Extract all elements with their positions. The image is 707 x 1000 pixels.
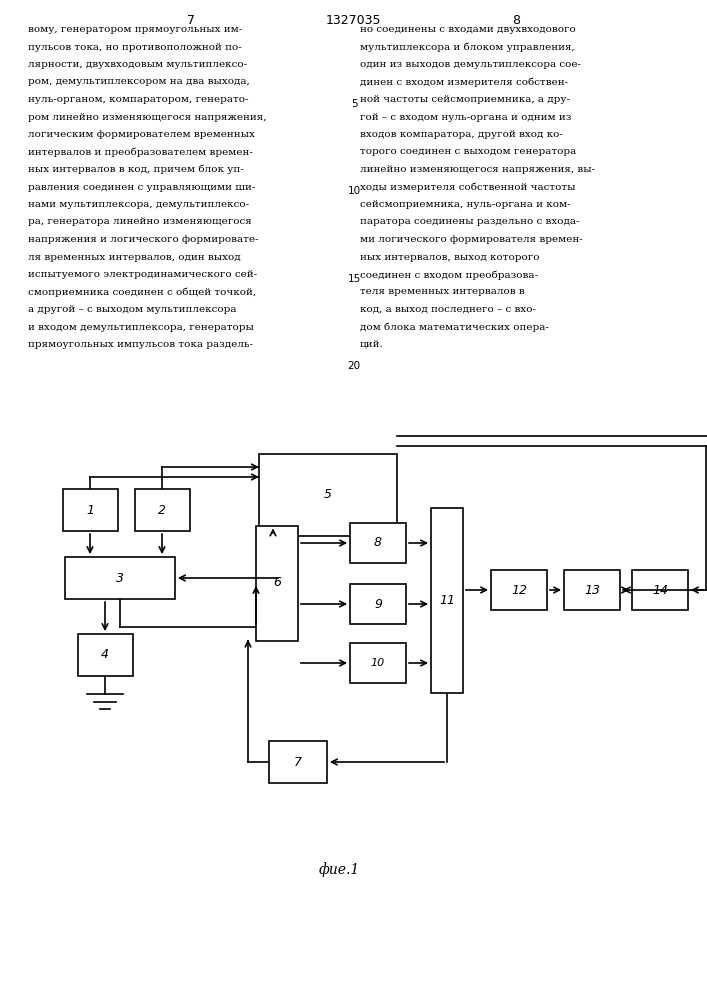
Text: 13: 13 bbox=[584, 584, 600, 596]
Bar bbox=[431, 508, 463, 692]
Text: 10: 10 bbox=[347, 186, 361, 196]
Text: пульсов тока, но противоположной по-: пульсов тока, но противоположной по- bbox=[28, 42, 242, 51]
Text: гой – с входом нуль-органа и одним из: гой – с входом нуль-органа и одним из bbox=[360, 112, 571, 121]
Text: входов компаратора, другой вход ко-: входов компаратора, другой вход ко- bbox=[360, 130, 563, 139]
Bar bbox=[632, 570, 688, 610]
Text: фие.1: фие.1 bbox=[319, 863, 360, 877]
Bar bbox=[78, 634, 132, 676]
Text: и входом демультиплексора, генераторы: и входом демультиплексора, генераторы bbox=[28, 322, 254, 332]
Text: 9: 9 bbox=[374, 597, 382, 610]
Text: интервалов и преобразователем времен-: интервалов и преобразователем времен- bbox=[28, 147, 253, 157]
Text: 1: 1 bbox=[86, 504, 94, 516]
Text: ций.: ций. bbox=[360, 340, 384, 349]
Text: мультиплексора и блоком управления,: мультиплексора и блоком управления, bbox=[360, 42, 575, 52]
Text: 7: 7 bbox=[294, 756, 302, 768]
Text: паратора соединены раздельно с входа-: паратора соединены раздельно с входа- bbox=[360, 218, 580, 227]
Text: код, а выход последнего – с вхо-: код, а выход последнего – с вхо- bbox=[360, 305, 536, 314]
Text: 11: 11 bbox=[439, 593, 455, 606]
Text: ных интервалов, выход которого: ных интервалов, выход которого bbox=[360, 252, 539, 261]
Text: дом блока математических опера-: дом блока математических опера- bbox=[360, 322, 549, 332]
Bar bbox=[62, 489, 117, 531]
Text: но соединены с входами двухвходового: но соединены с входами двухвходового bbox=[360, 25, 575, 34]
Text: ра, генератора линейно изменяющегося: ра, генератора линейно изменяющегося bbox=[28, 218, 252, 227]
Bar bbox=[256, 526, 298, 641]
Text: 8: 8 bbox=[512, 14, 520, 27]
Text: вому, генератором прямоугольных им-: вому, генератором прямоугольных им- bbox=[28, 25, 243, 34]
Text: 3: 3 bbox=[116, 572, 124, 584]
Text: равления соединен с управляющими ши-: равления соединен с управляющими ши- bbox=[28, 182, 255, 192]
Text: 5: 5 bbox=[324, 488, 332, 502]
Text: нуль-органом, компаратором, генерато-: нуль-органом, компаратором, генерато- bbox=[28, 95, 248, 104]
Bar bbox=[350, 643, 406, 683]
Text: динен с входом измерителя собствен-: динен с входом измерителя собствен- bbox=[360, 78, 568, 87]
Bar bbox=[564, 570, 620, 610]
Bar bbox=[350, 584, 406, 624]
Bar bbox=[259, 454, 397, 536]
Text: лярности, двухвходовым мультиплексо-: лярности, двухвходовым мультиплексо- bbox=[28, 60, 247, 69]
Text: 1327035: 1327035 bbox=[326, 14, 381, 27]
Text: 5: 5 bbox=[351, 99, 357, 109]
Text: нами мультиплексора, демультиплексо-: нами мультиплексора, демультиплексо- bbox=[28, 200, 249, 209]
Text: 12: 12 bbox=[511, 584, 527, 596]
Text: прямоугольных импульсов тока раздель-: прямоугольных импульсов тока раздель- bbox=[28, 340, 253, 349]
Text: смоприемника соединен с общей точкой,: смоприемника соединен с общей точкой, bbox=[28, 288, 256, 297]
Text: теля временных интервалов в: теля временных интервалов в bbox=[360, 288, 525, 296]
Text: 4: 4 bbox=[101, 648, 109, 662]
Text: 14: 14 bbox=[652, 584, 668, 596]
Text: логическим формирователем временных: логическим формирователем временных bbox=[28, 130, 255, 139]
Text: ром, демультиплексором на два выхода,: ром, демультиплексором на два выхода, bbox=[28, 78, 250, 87]
Text: испытуемого электродинамического сей-: испытуемого электродинамического сей- bbox=[28, 270, 257, 279]
Text: ля временных интервалов, один выход: ля временных интервалов, один выход bbox=[28, 252, 240, 261]
Text: ром линейно изменяющегося напряжения,: ром линейно изменяющегося напряжения, bbox=[28, 112, 267, 121]
Text: один из выходов демультиплексора сое-: один из выходов демультиплексора сое- bbox=[360, 60, 581, 69]
Bar bbox=[134, 489, 189, 531]
Bar bbox=[491, 570, 547, 610]
Text: сейсмоприемника, нуль-органа и ком-: сейсмоприемника, нуль-органа и ком- bbox=[360, 200, 571, 209]
Text: ной частоты сейсмоприемника, а дру-: ной частоты сейсмоприемника, а дру- bbox=[360, 95, 570, 104]
Text: 2: 2 bbox=[158, 504, 166, 516]
Text: ми логического формирователя времен-: ми логического формирователя времен- bbox=[360, 235, 583, 244]
Text: 6: 6 bbox=[273, 576, 281, 589]
Text: торого соединен с выходом генератора: торого соединен с выходом генератора bbox=[360, 147, 576, 156]
Text: 8: 8 bbox=[374, 536, 382, 550]
Text: 20: 20 bbox=[347, 361, 361, 371]
Text: ных интервалов в код, причем блок уп-: ных интервалов в код, причем блок уп- bbox=[28, 165, 244, 174]
Text: 7: 7 bbox=[187, 14, 195, 27]
Bar bbox=[65, 557, 175, 599]
Text: 10: 10 bbox=[371, 658, 385, 668]
Text: линейно изменяющегося напряжения, вы-: линейно изменяющегося напряжения, вы- bbox=[360, 165, 595, 174]
Text: соединен с входом преобразова-: соединен с входом преобразова- bbox=[360, 270, 538, 279]
Bar bbox=[350, 523, 406, 563]
Bar bbox=[269, 741, 327, 783]
Text: а другой – с выходом мультиплексора: а другой – с выходом мультиплексора bbox=[28, 305, 237, 314]
Text: напряжения и логического формировате-: напряжения и логического формировате- bbox=[28, 235, 259, 244]
Text: ходы измерителя собственной частоты: ходы измерителя собственной частоты bbox=[360, 182, 575, 192]
Text: 15: 15 bbox=[347, 274, 361, 284]
